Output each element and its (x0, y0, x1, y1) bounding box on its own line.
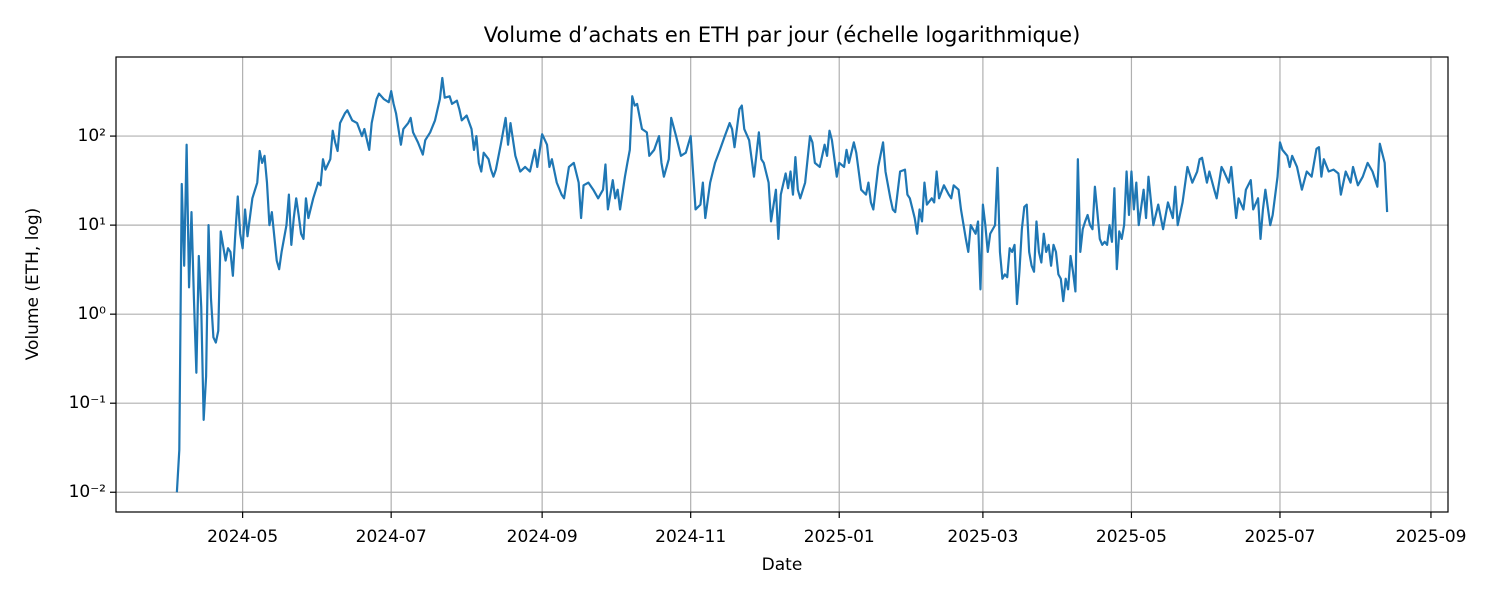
y-axis-label: Volume (ETH, log) (23, 208, 43, 361)
x-axis-label: Date (762, 555, 803, 575)
chart-title: Volume d’achats en ETH par jour (échelle… (484, 23, 1081, 47)
grid (116, 57, 1448, 512)
x-tick-label: 2024-11 (655, 527, 726, 547)
y-tick-label: 10¹ (78, 215, 106, 235)
x-tick-label: 2025-05 (1096, 527, 1167, 547)
y-tick-label: 10⁰ (78, 304, 107, 324)
y-tick-label: 10⁻¹ (69, 393, 106, 413)
y-tick-label: 10² (78, 126, 106, 146)
x-tick-label: 2024-09 (507, 527, 578, 547)
x-tick-label: 2025-01 (804, 527, 875, 547)
x-tick-label: 2025-07 (1244, 527, 1315, 547)
plot-frame (115, 56, 1449, 513)
x-tick-label: 2025-09 (1395, 527, 1466, 547)
data-line (175, 76, 1389, 493)
x-tick-label: 2024-05 (207, 527, 278, 547)
x-tick-label: 2024-07 (356, 527, 427, 547)
plot (175, 76, 1389, 493)
x-tick-label: 2025-03 (947, 527, 1018, 547)
y-tick-label: 10⁻² (69, 482, 106, 502)
